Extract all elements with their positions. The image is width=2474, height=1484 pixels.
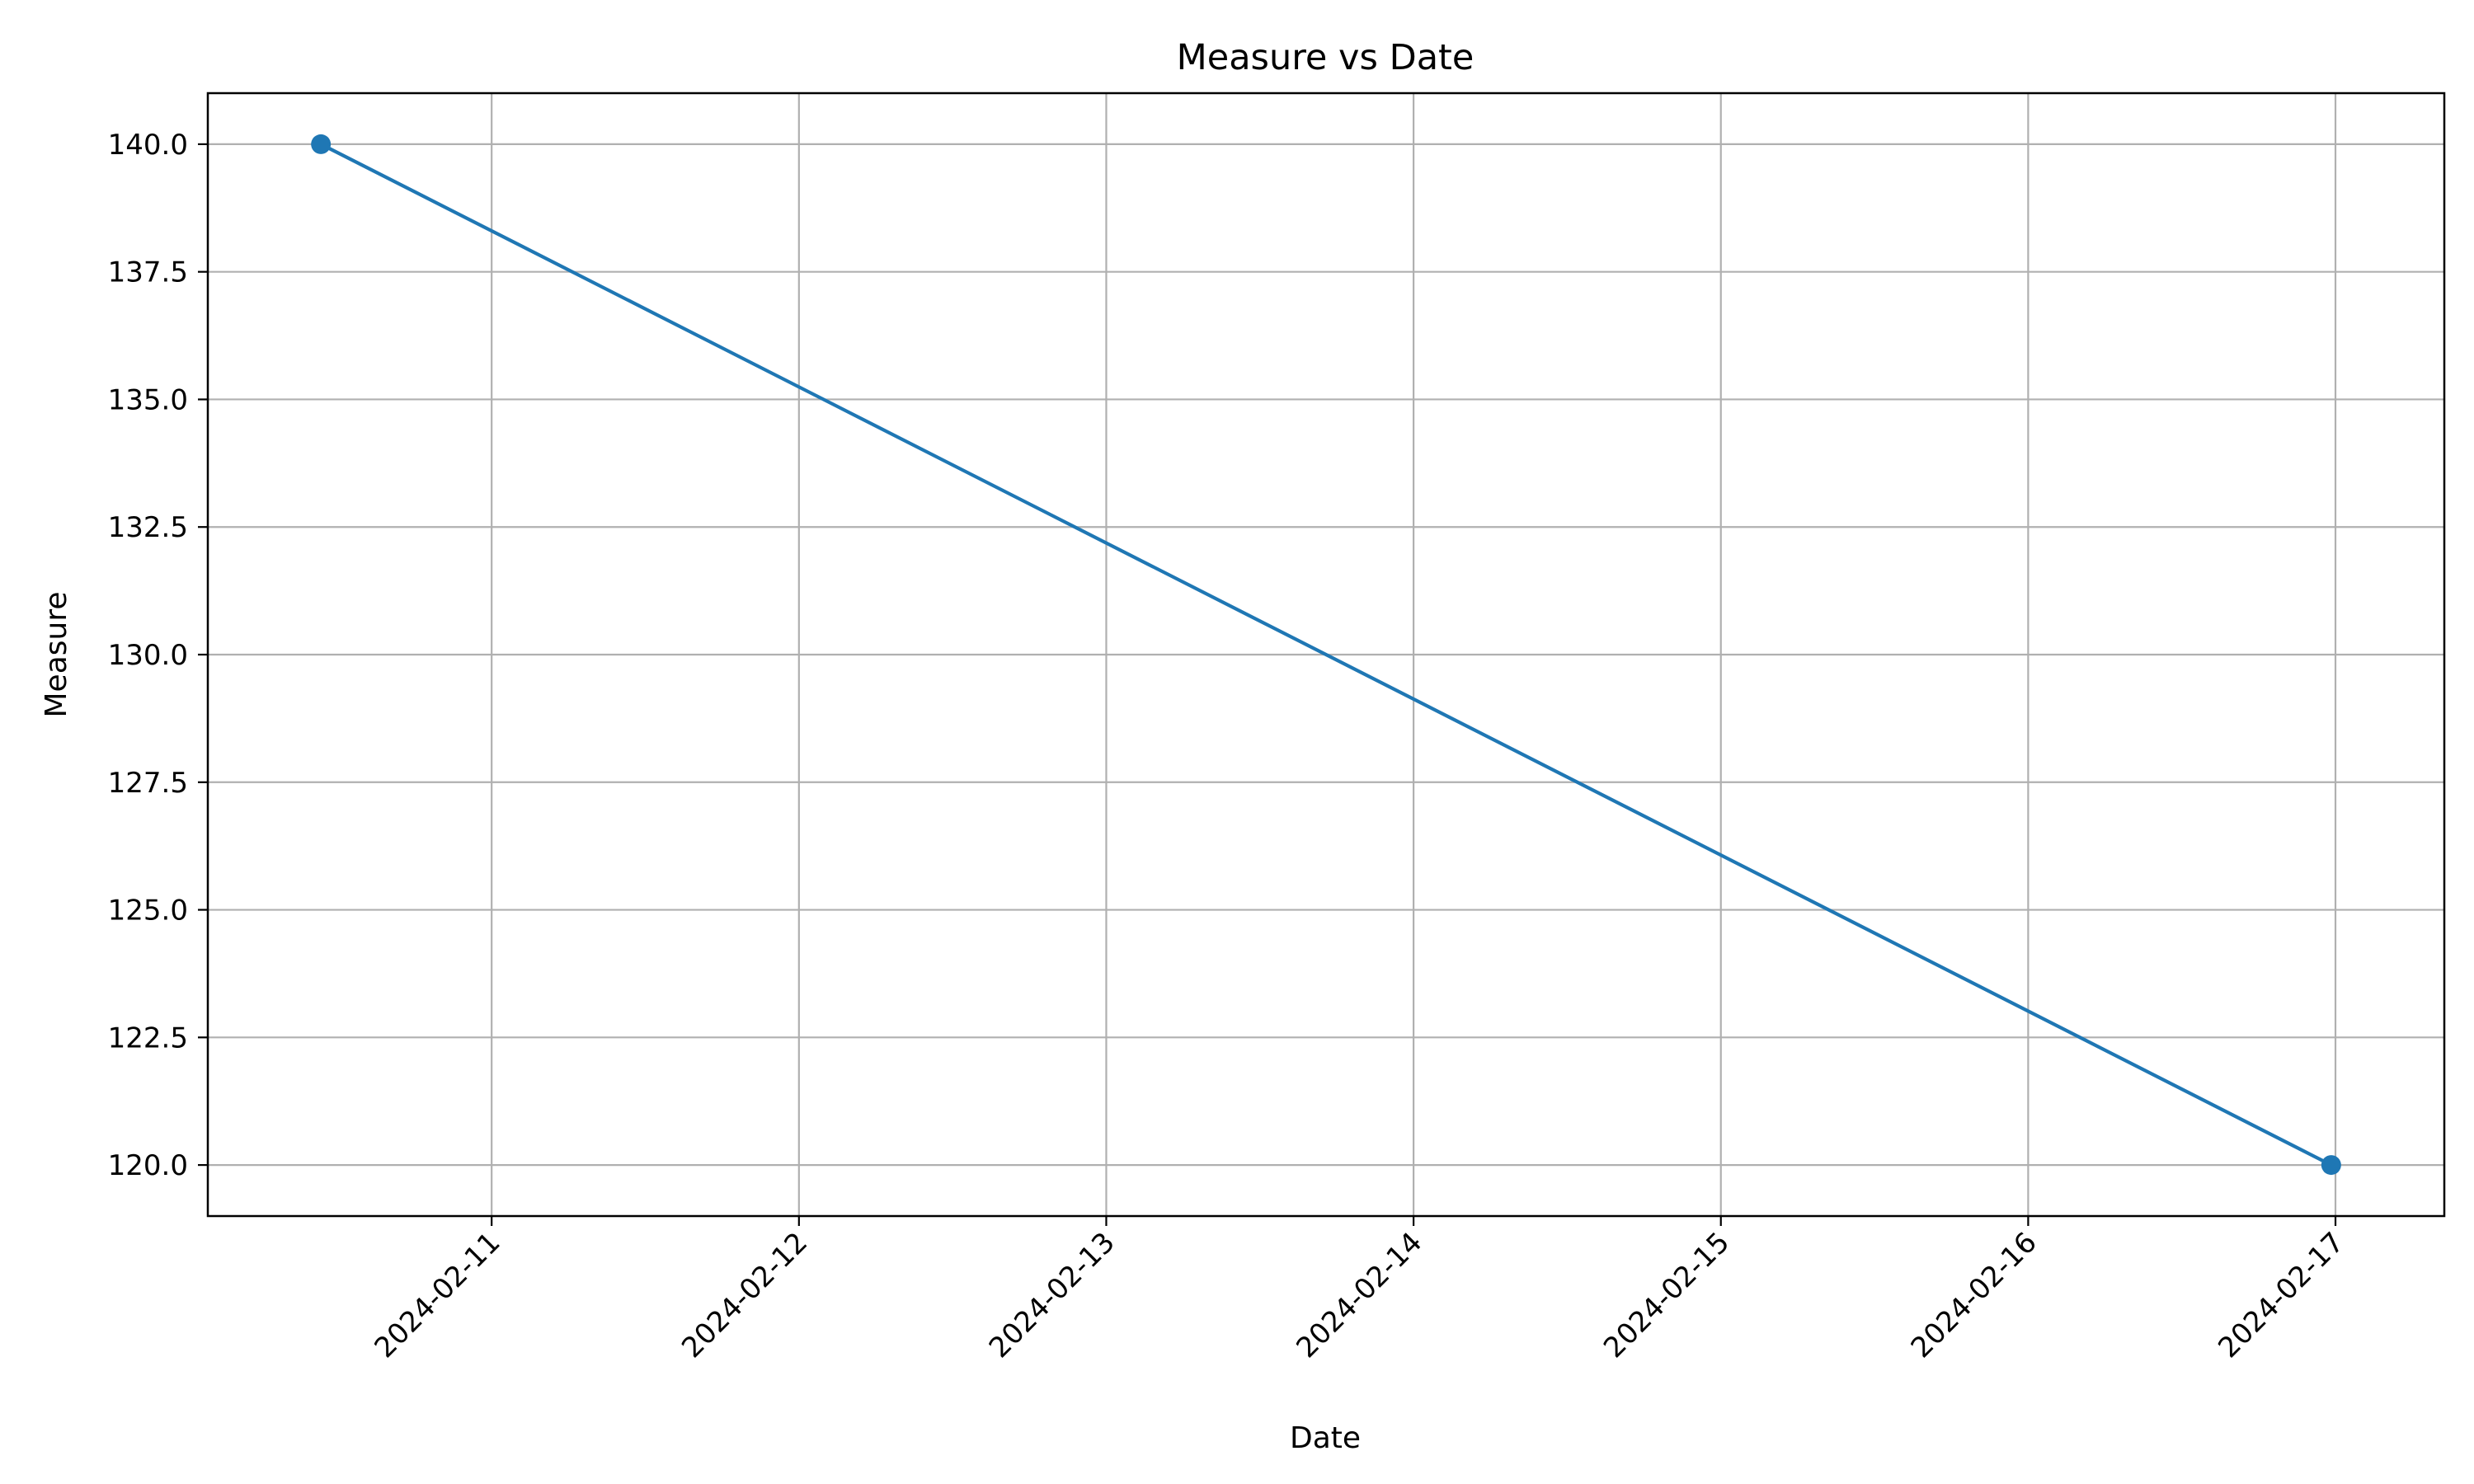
y-axis-title: Measure [40,592,73,718]
data-point-marker [2321,1155,2341,1176]
y-tick-label: 127.5 [108,767,188,800]
x-axis-title: Date [1290,1421,1361,1455]
y-tick-label: 120.0 [108,1149,188,1182]
series-layer [311,134,2341,1176]
series-line [318,142,2334,1167]
data-point-marker [311,134,332,154]
y-tick-label: 137.5 [108,256,188,289]
y-tick-label: 130.0 [108,639,188,672]
chart-title: Measure vs Date [1177,37,1475,78]
y-tick-label: 135.0 [108,383,188,416]
y-tick-label: 132.5 [108,511,188,544]
y-tick-label: 140.0 [108,129,188,162]
y-tick-label: 122.5 [108,1021,188,1054]
y-tick-label: 125.0 [108,895,188,928]
